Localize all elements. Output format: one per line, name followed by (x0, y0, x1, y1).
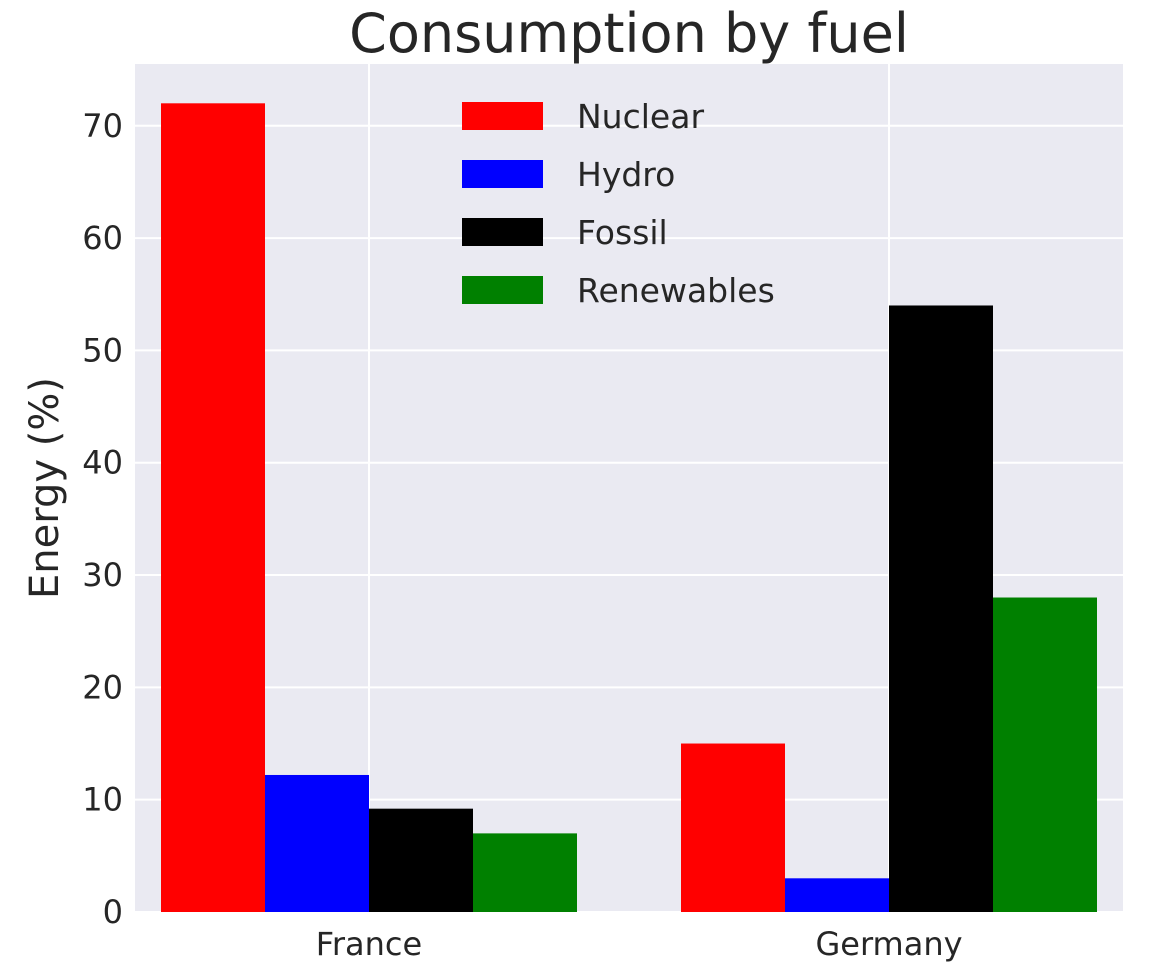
bar-nuclear-france (161, 103, 265, 912)
bar-nuclear-germany (681, 743, 785, 912)
legend-swatch-fossil (462, 218, 543, 246)
y-axis-label: Energy (%) (22, 377, 68, 599)
bar-renewables-france (473, 833, 577, 912)
bar-fossil-germany (889, 305, 993, 913)
x-tick-label: France (316, 925, 422, 963)
plot-area: 0 10 20 30 40 50 60 70 France Germany Nuclear Hydro… (82, 64, 1123, 963)
y-tick-label: 0 (103, 893, 123, 931)
legend-label-fossil: Fossil (577, 213, 668, 252)
legend-swatch-renewables (462, 276, 543, 304)
bar-hydro-france (265, 774, 369, 912)
y-tick-label: 10 (82, 781, 123, 819)
y-tick-label: 70 (82, 107, 123, 145)
x-tick-label: Germany (815, 925, 962, 963)
bar-renewables-germany (993, 597, 1097, 912)
legend-label-nuclear: Nuclear (577, 97, 704, 136)
y-tick-label: 60 (82, 219, 123, 257)
y-tick-label: 40 (82, 444, 123, 482)
chart-title: Consumption by fuel (349, 2, 909, 65)
y-tick-label: 20 (82, 668, 123, 706)
legend-swatch-nuclear (462, 102, 543, 130)
legend-label-renewables: Renewables (577, 271, 775, 310)
y-tick-label: 30 (82, 556, 123, 594)
legend-label-hydro: Hydro (577, 155, 675, 194)
legend-swatch-hydro (462, 160, 543, 188)
bar-fossil-france (369, 808, 473, 912)
y-tick-label: 50 (82, 331, 123, 369)
bar-hydro-germany (785, 878, 889, 912)
